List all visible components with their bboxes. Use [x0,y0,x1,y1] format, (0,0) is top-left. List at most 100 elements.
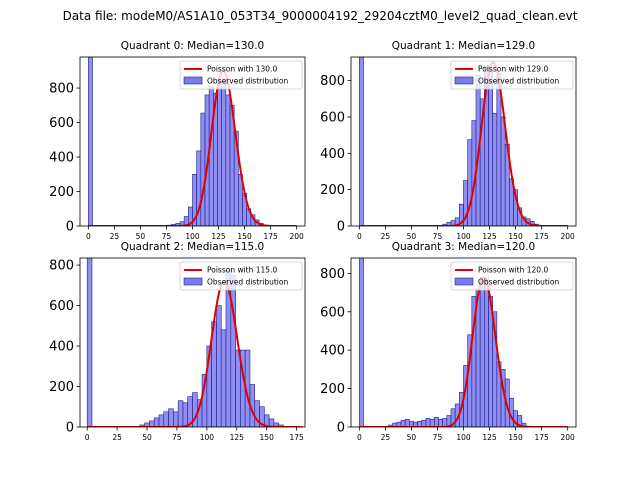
x-tick-label: 150 [508,433,523,442]
histogram-bar [434,417,439,427]
x-tick-label: 75 [172,433,182,442]
y-tick-label: 400 [49,151,74,166]
x-tick-label: 25 [110,232,120,241]
x-tick-label: 0 [357,232,362,241]
histogram-bar [153,417,160,427]
x-tick-label: 75 [162,232,172,241]
y-tick-label: 0 [66,220,74,235]
x-tick-label: 100 [456,232,471,241]
plot-area [359,57,568,226]
y-tick-label: 0 [66,421,74,436]
poisson-curve [87,280,303,427]
histogram-bar [217,80,222,226]
x-tick-label: 50 [142,433,152,442]
poisson-curve [88,69,297,226]
panel-0: Quadrant 0: Median=130.0 0 200 400 600 800 0 25… [49,40,306,241]
y-tick-label: 0 [337,421,345,436]
x-tick-label: 25 [112,433,122,442]
x-tick-label: 150 [508,232,523,241]
y-tick-label: 800 [320,267,345,282]
figure-suptitle: Data file: modeM0/AS1A10_053T34_90000041… [63,9,578,23]
y-tick-label: 800 [49,82,74,97]
histogram-bar [221,79,227,226]
histogram-bar [173,411,179,427]
histogram-bar [488,69,493,226]
histogram-bar [359,57,364,226]
histogram-bar [429,419,435,427]
poisson-curve [359,61,568,226]
y-tick-label: 600 [49,116,74,131]
panel-title: Quadrant 3: Median=120.0 [392,241,535,253]
x-tick-label: 200 [561,433,576,442]
x-tick-label: 25 [381,232,391,241]
histogram-bar [492,113,498,226]
x-tick-label: 100 [200,433,215,442]
histogram-bar [484,276,489,427]
histogram-bar [235,349,241,427]
panel-title: Quadrant 2: Median=115.0 [121,241,264,253]
legend-line-label: Poisson with 130.0 [207,65,277,74]
panel-2: Quadrant 2: Median=115.0 0 200 400 600 800 0 25… [49,241,306,442]
x-tick-label: 175 [289,433,304,442]
x-tick-label: 100 [185,232,200,241]
y-tick-label: 200 [320,382,345,397]
legend: Poisson with 120.0 Observed distribution [450,261,574,291]
x-tick-label: 50 [407,433,417,442]
legend-bar-label: Observed distribution [207,77,288,86]
y-tick-label: 200 [320,183,345,198]
x-tick-label: 0 [85,433,90,442]
legend-bar-label: Observed distribution [478,278,559,287]
histogram-bar [86,258,93,427]
legend: Poisson with 115.0 Observed distribution [179,261,303,291]
x-tick-label: 125 [230,433,245,442]
histogram-bar [220,329,227,427]
histogram-bar [200,112,206,226]
x-tick-label: 50 [136,232,146,241]
y-tick-label: 400 [320,344,345,359]
histogram-bar [182,402,189,427]
y-tick-label: 600 [49,299,74,314]
x-tick-label: 150 [260,433,275,442]
x-tick-label: 200 [290,232,305,241]
x-tick-label: 200 [561,232,576,241]
legend: Poisson with 129.0 Observed distribution [450,60,574,90]
histogram-bar [208,86,214,226]
y-tick-label: 800 [49,259,74,274]
panel-title: Quadrant 1: Median=129.0 [392,40,535,52]
histogram-bar [421,419,427,427]
x-tick-label: 100 [456,433,471,442]
y-tick-label: 400 [320,147,345,162]
x-tick-label: 150 [237,232,252,241]
plot-area [359,258,568,427]
legend-bar-swatch [183,277,203,286]
y-tick-label: 200 [49,185,74,200]
x-tick-label: 0 [86,232,91,241]
histogram-bar [438,419,443,427]
histogram-bar [500,116,506,226]
x-tick-label: 75 [433,433,443,442]
legend-line-label: Poisson with 129.0 [478,65,548,74]
x-tick-label: 175 [534,232,549,241]
legend-bar-swatch [454,76,474,85]
x-tick-label: 75 [433,232,443,241]
plot-area [86,258,303,427]
legend-bar-swatch [454,277,474,286]
histogram-bar [479,276,485,427]
axes-frame [79,257,306,428]
legend-box [179,60,303,90]
legend-bar-label: Observed distribution [207,278,288,287]
histogram-bar [216,305,222,427]
legend-line-label: Poisson with 120.0 [478,266,548,275]
histogram-bar [404,419,410,427]
y-tick-label: 0 [337,220,345,235]
histogram-bar [88,57,93,226]
histogram-bar [359,258,364,427]
x-tick-label: 0 [357,433,362,442]
x-tick-label: 25 [381,433,391,442]
x-tick-label: 50 [407,232,417,241]
histogram-bar [225,94,231,226]
histogram-bar [168,408,174,427]
y-tick-label: 600 [320,305,345,320]
x-tick-label: 175 [534,433,549,442]
